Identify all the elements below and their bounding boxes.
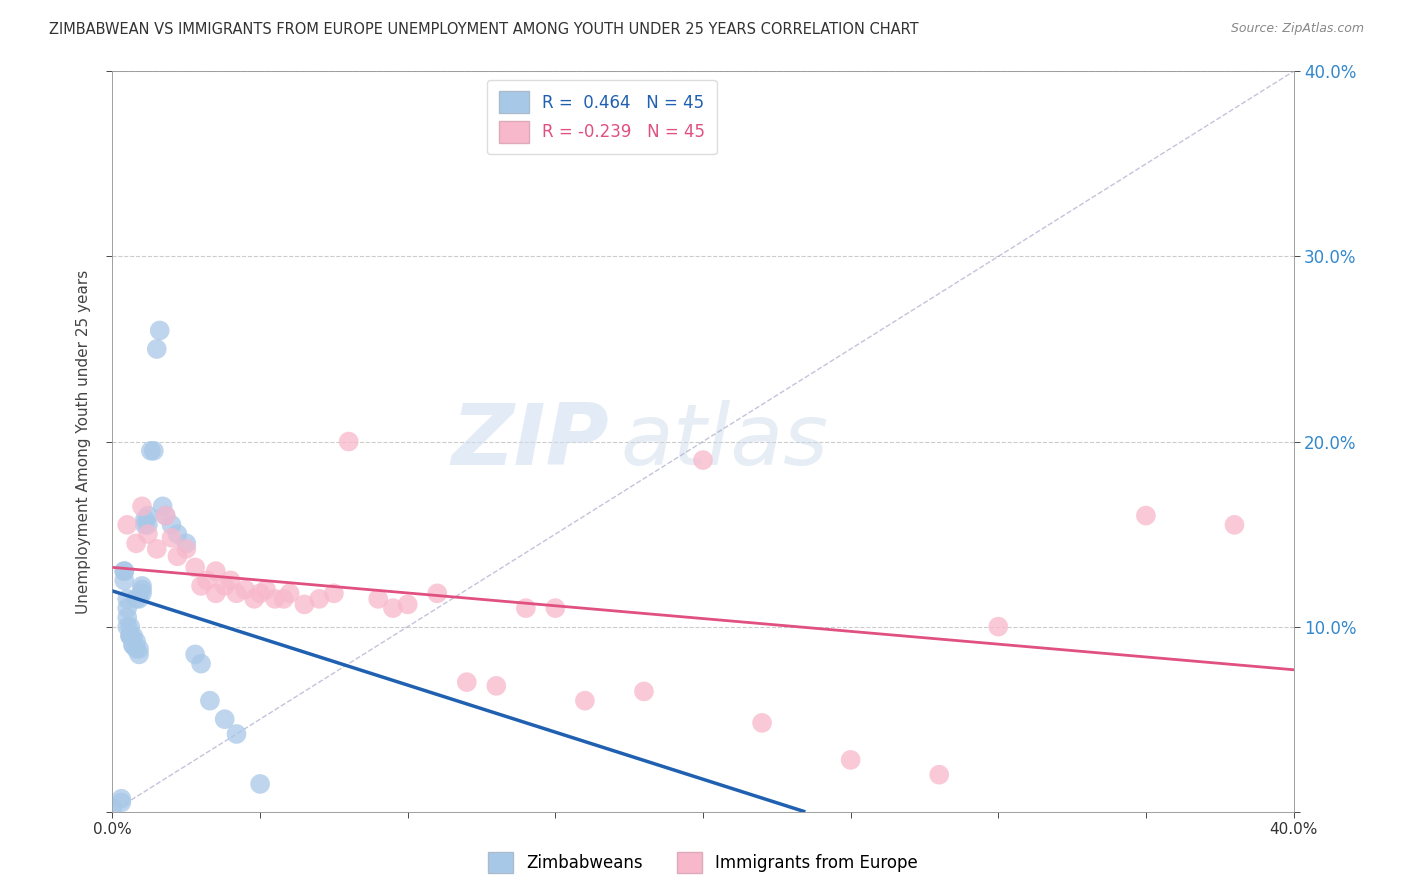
Text: ZIP: ZIP [451, 400, 609, 483]
Point [273, 591, 295, 606]
Point [160, 517, 183, 532]
Point [110, 791, 132, 805]
Text: ZIMBABWEAN VS IMMIGRANTS FROM EUROPE UNEMPLOYMENT AMONG YOUTH UNDER 25 YEARS COR: ZIMBABWEAN VS IMMIGRANTS FROM EUROPE UNE… [49, 22, 920, 37]
Point [692, 453, 714, 467]
Point [278, 586, 301, 600]
Point [382, 601, 405, 615]
Point [292, 598, 315, 612]
Point [160, 531, 183, 545]
Point [243, 591, 266, 606]
Point [174, 541, 197, 556]
Point [633, 684, 655, 698]
Point [190, 579, 212, 593]
Point [125, 641, 148, 656]
Point [155, 508, 177, 523]
Point [117, 591, 138, 606]
Point [101, 801, 124, 815]
Point [139, 443, 162, 458]
Point [233, 582, 256, 597]
Point [122, 638, 145, 652]
Point [142, 443, 165, 458]
Point [131, 579, 153, 593]
Point [1135, 508, 1157, 523]
Point [117, 601, 138, 615]
Point [136, 517, 159, 532]
Point [987, 619, 1010, 633]
Point [323, 586, 346, 600]
Legend: R =  0.464   N = 45, R = -0.239   N = 45: R = 0.464 N = 45, R = -0.239 N = 45 [486, 79, 717, 154]
Point [122, 629, 145, 643]
Point [1223, 517, 1246, 532]
Point [485, 679, 508, 693]
Point [195, 574, 218, 588]
Legend: Zimbabweans, Immigrants from Europe: Zimbabweans, Immigrants from Europe [482, 846, 924, 880]
Point [131, 582, 153, 597]
Point [254, 582, 277, 597]
Point [184, 648, 207, 662]
Point [225, 586, 247, 600]
Point [122, 638, 145, 652]
Point [367, 591, 389, 606]
Point [128, 641, 150, 656]
Point [205, 564, 228, 578]
Point [544, 601, 567, 615]
Point [155, 508, 177, 523]
Point [112, 564, 135, 578]
Point [426, 586, 449, 600]
Point [120, 629, 142, 643]
Point [152, 500, 174, 514]
Point [225, 727, 247, 741]
Point [184, 560, 207, 574]
Point [112, 564, 135, 578]
Point [928, 767, 950, 781]
Point [136, 508, 159, 523]
Point [839, 753, 862, 767]
Point [125, 591, 148, 606]
Point [515, 601, 537, 615]
Point [134, 517, 156, 532]
Point [131, 500, 153, 514]
Text: Source: ZipAtlas.com: Source: ZipAtlas.com [1230, 22, 1364, 36]
Point [117, 619, 138, 633]
Point [128, 591, 150, 606]
Point [190, 657, 212, 671]
Point [149, 324, 172, 338]
Point [125, 634, 148, 648]
Point [146, 342, 169, 356]
Point [249, 777, 271, 791]
Point [136, 527, 159, 541]
Text: atlas: atlas [620, 400, 828, 483]
Point [120, 629, 142, 643]
Point [134, 512, 156, 526]
Point [264, 591, 287, 606]
Point [205, 586, 228, 600]
Point [120, 629, 142, 643]
Point [249, 586, 271, 600]
Point [198, 694, 221, 708]
Point [110, 796, 132, 810]
Point [174, 536, 197, 550]
Point [131, 586, 153, 600]
Point [146, 541, 169, 556]
Point [219, 574, 242, 588]
Y-axis label: Unemployment Among Youth under 25 years: Unemployment Among Youth under 25 years [76, 269, 91, 614]
Point [166, 527, 188, 541]
Point [166, 549, 188, 564]
Point [308, 591, 330, 606]
Point [125, 536, 148, 550]
Point [337, 434, 360, 449]
Point [117, 517, 138, 532]
Point [214, 579, 236, 593]
Point [396, 598, 419, 612]
Point [112, 574, 135, 588]
Point [751, 715, 773, 730]
Point [214, 712, 236, 726]
Point [128, 648, 150, 662]
Point [120, 619, 142, 633]
Point [456, 675, 478, 690]
Point [117, 610, 138, 624]
Point [574, 694, 596, 708]
